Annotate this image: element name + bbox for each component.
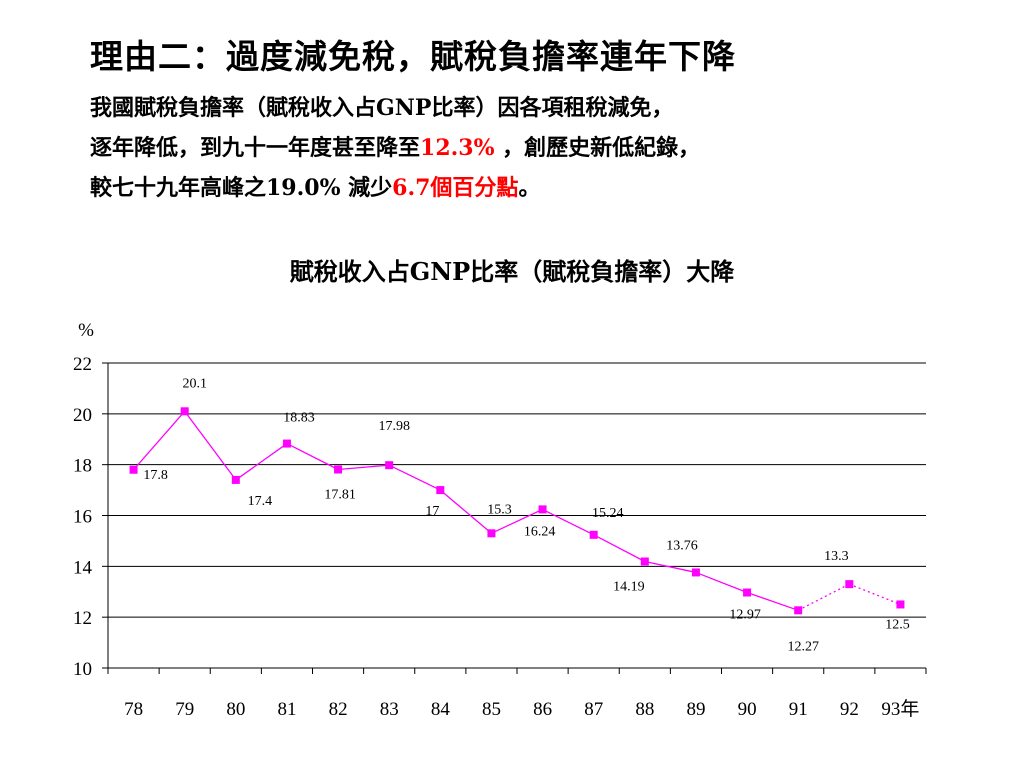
data-label-89: 13.76 — [666, 538, 698, 553]
data-label-81: 18.83 — [283, 411, 315, 426]
x-tick-label-82: 82 — [329, 699, 348, 720]
data-point-90 — [743, 588, 752, 597]
paragraph-line-2: 逐年降低，到九十一年度甚至降至12.3% ，創歷史新低紀錄， — [90, 128, 1010, 168]
x-tick-label-85: 85 — [482, 699, 501, 720]
series-segment-92-93 — [849, 583, 901, 606]
y-tick-label-14: 14 — [73, 557, 93, 578]
x-tick-label-93: 93年 — [881, 698, 919, 720]
x-tick-label-90: 90 — [738, 699, 757, 720]
series-segment-81-82 — [286, 442, 339, 471]
paragraph-line-1: 我國賦稅負擔率（賦稅收入占GNP比率）因各項租稅減免， — [90, 95, 674, 121]
data-label-92: 13.3 — [824, 549, 849, 564]
series-segment-80-81 — [235, 443, 288, 481]
explanation-paragraph: 我國賦稅負擔率（賦稅收入占GNP比率）因各項租稅減免， 逐年降低，到九十一年度甚… — [90, 88, 1010, 208]
series-segment-87-88 — [593, 534, 646, 563]
slide-heading: 理由二：過度減免稅，賦稅負擔率連年下降 — [90, 37, 736, 76]
chart-title: 賦稅收入占GNP比率（賦稅負擔率）大降 — [289, 257, 735, 286]
y-tick-label-20: 20 — [73, 405, 92, 426]
series-segment-84-85 — [439, 489, 492, 534]
data-label-86: 16.24 — [524, 524, 556, 539]
data-point-91 — [794, 606, 803, 615]
data-label-90: 12.97 — [729, 608, 761, 623]
data-label-91: 12.27 — [787, 639, 819, 654]
series-segment-79-80 — [184, 410, 237, 481]
data-label-82: 17.81 — [324, 487, 356, 502]
x-tick-label-79: 79 — [175, 699, 194, 720]
data-label-79: 20.1 — [182, 376, 207, 391]
data-label-78: 17.8 — [143, 468, 168, 483]
data-point-86 — [538, 505, 547, 514]
series-segment-90-91 — [746, 591, 799, 611]
paragraph-line-2-suffix: ，創歷史新低紀錄， — [494, 135, 701, 161]
series-segment-78-79 — [133, 410, 186, 471]
x-tick-label-89: 89 — [686, 699, 705, 720]
series-segment-89-90 — [695, 571, 748, 594]
data-point-87 — [589, 530, 598, 539]
x-tick-label-87: 87 — [584, 699, 603, 720]
data-point-89 — [691, 568, 700, 577]
series-segment-88-89 — [644, 560, 697, 574]
data-label-85: 15.3 — [487, 502, 512, 517]
paragraph-line-3: 較七十九年高峰之19.0% 減少6.7個百分點。 — [90, 168, 1010, 208]
data-point-79 — [180, 407, 189, 416]
highlight-decrease-points: 6.7個百分點 — [392, 175, 519, 201]
data-point-92 — [845, 580, 854, 589]
x-tick-label-88: 88 — [635, 699, 654, 720]
x-tick-label-84: 84 — [431, 699, 451, 720]
data-point-88 — [640, 557, 649, 566]
x-tick-label-83: 83 — [380, 699, 399, 720]
data-point-81 — [282, 439, 291, 448]
data-label-83: 17.98 — [378, 419, 410, 434]
y-tick-label-10: 10 — [73, 659, 92, 680]
series-segment-83-84 — [388, 464, 441, 491]
data-label-93: 12.5 — [885, 617, 910, 632]
paragraph-line-2-prefix: 逐年降低，到九十一年度甚至降至 — [90, 135, 421, 161]
data-label-80: 17.4 — [248, 494, 273, 509]
data-point-78 — [129, 465, 138, 474]
y-tick-label-16: 16 — [73, 507, 92, 528]
x-tick-label-86: 86 — [533, 699, 552, 720]
data-label-88: 14.19 — [613, 580, 645, 595]
data-label-84: 17 — [425, 504, 439, 519]
data-point-93 — [896, 600, 905, 609]
series-segment-82-83 — [338, 464, 390, 471]
series-segment-86-87 — [542, 508, 594, 536]
series-segment-91-92 — [797, 583, 850, 611]
data-point-82 — [334, 465, 343, 474]
x-tick-label-78: 78 — [124, 699, 143, 720]
paragraph-line-3-suffix: 。 — [518, 175, 541, 201]
paragraph-line-3-prefix: 較七十九年高峰之19.0% 減少 — [90, 175, 393, 201]
series-segment-85-86 — [491, 508, 543, 534]
y-tick-label-18: 18 — [73, 456, 92, 477]
x-tick-label-81: 81 — [277, 699, 296, 720]
data-label-87: 15.24 — [592, 506, 624, 521]
data-point-83 — [385, 461, 394, 470]
highlight-rate-2002: 12.3% — [420, 135, 495, 161]
data-point-85 — [487, 529, 496, 538]
y-tick-label-22: 22 — [73, 354, 92, 375]
x-tick-label-80: 80 — [226, 699, 245, 720]
y-tick-label-12: 12 — [73, 608, 92, 629]
data-point-84 — [436, 486, 445, 495]
data-point-80 — [231, 475, 240, 484]
x-tick-label-91: 91 — [789, 699, 808, 720]
y-axis-unit-label: % — [78, 320, 94, 341]
x-tick-label-92: 92 — [840, 699, 859, 720]
